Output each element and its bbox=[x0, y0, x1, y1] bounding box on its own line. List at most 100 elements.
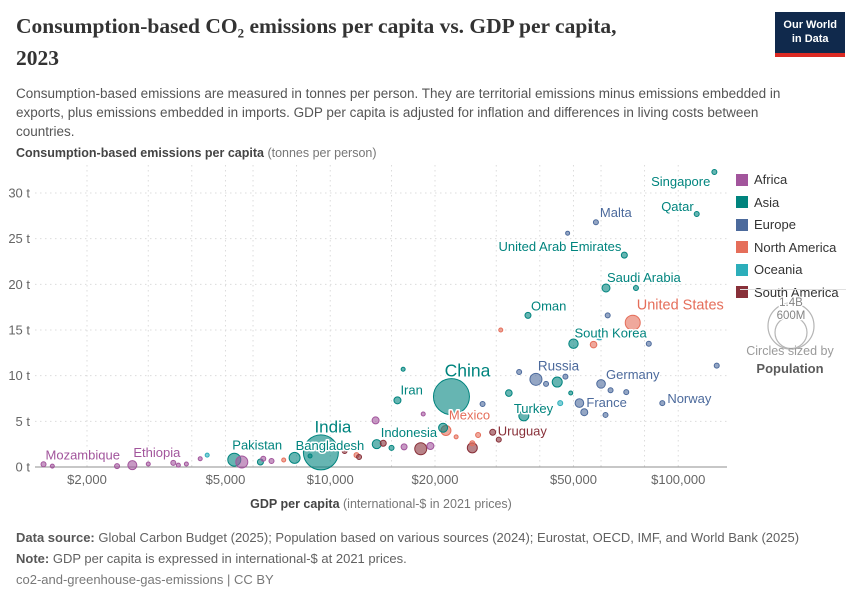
footer-slug[interactable]: co2-and-greenhouse-gas-emissions | CC BY bbox=[16, 571, 274, 587]
data-point[interactable] bbox=[388, 444, 395, 451]
data-point[interactable] bbox=[516, 369, 523, 376]
page-title-line1: Consumption-based CO₂ emissions per capi… bbox=[16, 14, 617, 38]
data-point[interactable] bbox=[281, 457, 287, 463]
data-point[interactable] bbox=[175, 462, 181, 468]
legend-item-asia[interactable]: Asia bbox=[736, 195, 839, 210]
data-point[interactable] bbox=[604, 312, 611, 319]
legend-item-europe[interactable]: Europe bbox=[736, 217, 839, 232]
country-label-turkey: Turkey bbox=[514, 401, 554, 416]
country-label-germany: Germany bbox=[606, 367, 660, 382]
x-axis-title-text: GDP per capita bbox=[250, 497, 340, 511]
data-point-china[interactable] bbox=[432, 378, 470, 416]
data-point[interactable] bbox=[183, 461, 189, 467]
data-point[interactable] bbox=[307, 453, 313, 459]
data-point[interactable] bbox=[713, 362, 720, 369]
legend-label: Africa bbox=[754, 172, 788, 187]
country-label-oman: Oman bbox=[531, 298, 566, 313]
data-point[interactable] bbox=[356, 453, 363, 460]
data-point[interactable] bbox=[562, 373, 569, 380]
data-point-singapore[interactable] bbox=[711, 168, 718, 175]
data-point[interactable] bbox=[49, 463, 55, 469]
data-point[interactable] bbox=[589, 340, 598, 349]
data-point[interactable] bbox=[580, 408, 589, 417]
y-axis-title: Consumption-based emissions per capita (… bbox=[16, 146, 377, 160]
data-point[interactable] bbox=[438, 422, 449, 433]
data-point[interactable] bbox=[453, 434, 459, 440]
data-point-united-arab-emirates[interactable] bbox=[620, 251, 628, 259]
data-point-germany[interactable] bbox=[596, 379, 606, 389]
data-point[interactable] bbox=[505, 389, 513, 397]
data-point[interactable] bbox=[114, 463, 121, 470]
y-axis-title-unit: (tonnes per person) bbox=[263, 146, 377, 160]
data-point[interactable] bbox=[595, 332, 604, 341]
data-point[interactable] bbox=[568, 390, 574, 396]
data-point-norway[interactable] bbox=[659, 400, 666, 407]
data-point-france[interactable] bbox=[574, 398, 585, 408]
x-tick-label: $2,000 bbox=[67, 472, 107, 487]
data-point[interactable] bbox=[565, 230, 571, 236]
y-axis-title-text: Consumption-based emissions per capita bbox=[16, 146, 264, 160]
data-point[interactable] bbox=[551, 376, 563, 388]
y-tick-label: 20 t bbox=[8, 277, 30, 292]
data-point[interactable] bbox=[414, 442, 428, 456]
data-point-oman[interactable] bbox=[524, 311, 532, 319]
data-point[interactable] bbox=[536, 404, 544, 412]
data-point[interactable] bbox=[602, 411, 609, 418]
data-point[interactable] bbox=[204, 452, 210, 458]
data-point-united-states[interactable] bbox=[624, 314, 641, 331]
data-point-saudi-arabia[interactable] bbox=[601, 283, 611, 293]
data-point[interactable] bbox=[145, 461, 151, 467]
data-point[interactable] bbox=[235, 455, 249, 469]
country-label-france: France bbox=[586, 395, 626, 410]
data-point[interactable] bbox=[420, 411, 426, 417]
data-point[interactable] bbox=[260, 455, 267, 462]
legend-item-oceania[interactable]: Oceania bbox=[736, 262, 839, 277]
data-point[interactable] bbox=[489, 428, 497, 436]
data-point[interactable] bbox=[268, 457, 275, 464]
legend-item-north-america[interactable]: North America bbox=[736, 240, 839, 255]
data-point[interactable] bbox=[469, 440, 476, 447]
data-point-south-korea[interactable] bbox=[568, 338, 579, 349]
data-point[interactable] bbox=[543, 380, 550, 387]
data-point[interactable] bbox=[197, 456, 203, 462]
country-label-singapore: Singapore bbox=[651, 174, 710, 189]
data-point-russia[interactable] bbox=[529, 372, 543, 386]
data-point-qatar[interactable] bbox=[693, 211, 700, 218]
data-point[interactable] bbox=[632, 284, 639, 291]
x-tick-label: $5,000 bbox=[206, 472, 246, 487]
data-point[interactable] bbox=[645, 340, 652, 347]
country-label-pakistan: Pakistan bbox=[232, 438, 282, 453]
data-point[interactable] bbox=[498, 327, 504, 333]
legend-label: North America bbox=[754, 239, 837, 255]
data-point[interactable] bbox=[426, 441, 435, 450]
data-point-iran[interactable] bbox=[393, 396, 402, 405]
y-tick-label: 30 t bbox=[8, 186, 30, 201]
data-point-india[interactable] bbox=[302, 434, 339, 471]
data-point[interactable] bbox=[607, 387, 614, 394]
data-point-turkey[interactable] bbox=[518, 410, 530, 422]
data-point[interactable] bbox=[371, 416, 380, 425]
data-point-bangladesh[interactable] bbox=[288, 451, 301, 464]
data-point[interactable] bbox=[475, 432, 482, 439]
legend-item-africa[interactable]: Africa bbox=[736, 172, 839, 187]
country-label-norway: Norway bbox=[667, 391, 712, 406]
data-point-malta[interactable] bbox=[592, 219, 599, 226]
data-point-uruguay[interactable] bbox=[495, 436, 502, 443]
size-legend-small-label: 600M bbox=[777, 310, 806, 322]
legend-label: South America bbox=[754, 284, 839, 300]
data-point[interactable] bbox=[557, 400, 564, 407]
data-point-mozambique[interactable] bbox=[40, 461, 47, 468]
data-point[interactable] bbox=[341, 448, 348, 455]
data-point[interactable] bbox=[623, 389, 630, 396]
y-tick-label: 0 t bbox=[16, 460, 31, 475]
footer: Data source: Global Carbon Budget (2025)… bbox=[16, 528, 836, 590]
scatter-plot[interactable]: 0 t 5 t 10 t 15 t 20 t 25 t 30 t $2,000 $5,000 $1… bbox=[0, 140, 850, 530]
data-point-ethiopia[interactable] bbox=[127, 460, 138, 471]
owid-logo[interactable]: Our World in Data bbox=[775, 12, 845, 57]
data-point[interactable] bbox=[170, 459, 177, 466]
data-point[interactable] bbox=[400, 366, 406, 372]
data-point[interactable] bbox=[479, 400, 486, 407]
data-point[interactable] bbox=[400, 443, 408, 451]
data-point[interactable] bbox=[379, 439, 387, 447]
country-label-uruguay: Uruguay bbox=[498, 424, 548, 439]
